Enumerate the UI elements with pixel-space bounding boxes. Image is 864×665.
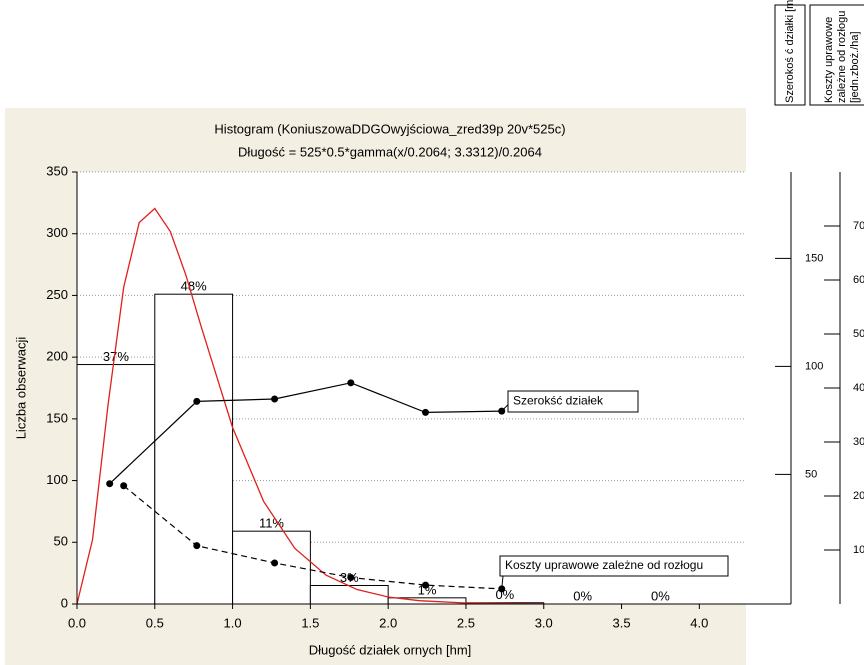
series-point xyxy=(347,574,355,582)
y2-tick-label: 150 xyxy=(805,252,823,264)
x-tick-label: 0.5 xyxy=(146,615,164,630)
y2-label-box xyxy=(774,4,806,106)
y3-tick-label: 60 xyxy=(853,274,864,286)
series-label: Koszty uprawowe zależne od rozłogu xyxy=(505,558,703,572)
series-point xyxy=(106,480,114,488)
callout-connector xyxy=(501,575,504,589)
y3-axis-label: [jedn.zboż./ha] xyxy=(849,31,861,103)
y-tick-label: 0 xyxy=(61,595,68,610)
y-tick-label: 300 xyxy=(46,225,68,240)
y3-tick-label: 30 xyxy=(853,436,864,448)
y3-tick-label: 70 xyxy=(853,220,864,232)
y-tick-label: 250 xyxy=(46,287,68,302)
y-axis-label: Liczba obserwacji xyxy=(13,337,28,440)
series-point xyxy=(422,581,430,589)
series-point xyxy=(271,395,279,403)
y-tick-label: 200 xyxy=(46,349,68,364)
x-tick-label: 3.0 xyxy=(535,615,553,630)
histogram-bar xyxy=(232,530,311,605)
series-point xyxy=(120,482,128,490)
series-label: Szerokść działek xyxy=(513,394,604,408)
y3-tick-label: 40 xyxy=(853,382,864,394)
y2-tick-label: 100 xyxy=(805,360,823,372)
x-tick-label: 4.0 xyxy=(690,615,708,630)
callout-box xyxy=(499,555,729,577)
fitted-curve xyxy=(76,207,544,605)
series-point xyxy=(193,397,201,405)
y-tick-label: 50 xyxy=(54,534,68,549)
series-point xyxy=(271,559,279,567)
y3-tick-label: 50 xyxy=(853,328,864,340)
bar-label: 11% xyxy=(259,516,284,531)
series-point xyxy=(193,542,201,550)
x-tick-label: 1.5 xyxy=(301,615,319,630)
x-axis-label: Długość działek ornych [hm] xyxy=(309,642,472,657)
bar-label: 0% xyxy=(573,588,592,603)
chart-title: Histogram (KoniuszowaDDGOwyjściowa_zred3… xyxy=(214,121,565,136)
bar-label: 37% xyxy=(103,349,129,364)
x-tick-label: 1.0 xyxy=(224,615,242,630)
chart-subtitle: Długość = 525*0.5*gamma(x/0.2064; 3.3312… xyxy=(238,144,542,159)
series-point xyxy=(347,379,355,387)
bar-label: 48% xyxy=(181,279,207,294)
y3-axis-label: zależne od rozłogu xyxy=(836,11,848,103)
x-tick-label: 3.5 xyxy=(612,615,630,630)
y2-tick-label: 50 xyxy=(805,468,817,480)
x-tick-label: 0.0 xyxy=(68,615,86,630)
y3-axis-label: Koszty uprawowe xyxy=(823,17,835,103)
histogram-bar xyxy=(154,293,234,605)
bar-label: 0% xyxy=(651,588,670,603)
x-tick-label: 2.0 xyxy=(379,615,397,630)
y-tick-label: 150 xyxy=(46,410,68,425)
x-tick-label: 2.5 xyxy=(457,615,475,630)
histogram-bar xyxy=(76,364,156,605)
y3-tick-label: 20 xyxy=(853,490,864,502)
series-point xyxy=(422,408,430,416)
callout-box xyxy=(507,390,639,413)
y-tick-label: 100 xyxy=(46,472,68,487)
series-line xyxy=(123,485,502,590)
series-line xyxy=(109,382,502,485)
y2-axis-label: Szerokoś ć działki [m] xyxy=(784,0,796,103)
y-tick-label: 350 xyxy=(46,163,68,178)
y3-tick-label: 10 xyxy=(853,544,864,556)
y3-label-box xyxy=(809,4,864,106)
